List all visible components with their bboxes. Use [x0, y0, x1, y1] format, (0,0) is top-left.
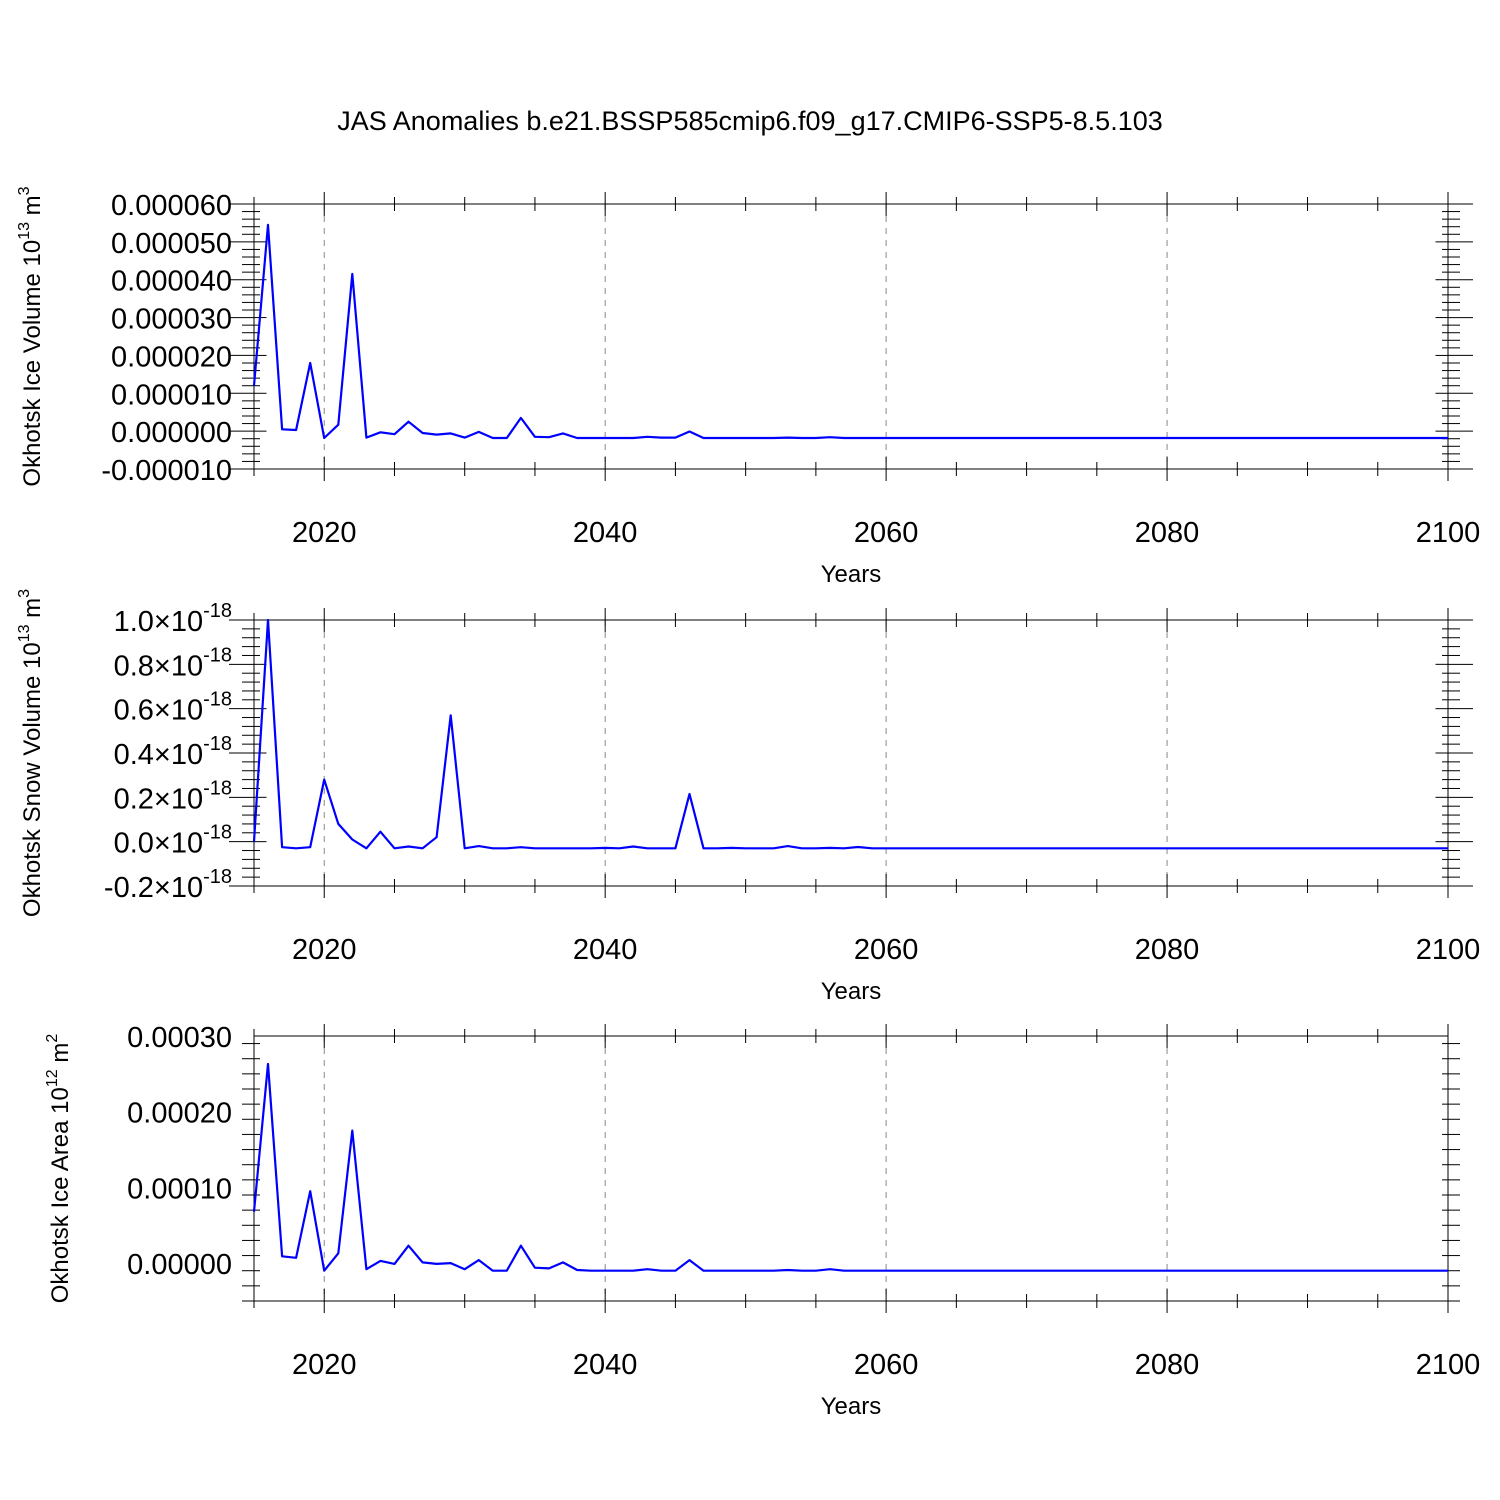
y-tick-label: 0.000020	[111, 341, 232, 373]
y-axis-title-unit: m	[19, 195, 46, 222]
y-tick-label: 0.8×10-18	[114, 644, 232, 682]
y-tick-value: 0.8	[114, 650, 154, 682]
y-axis-title-unit: m	[47, 1043, 74, 1070]
x-tick-label: 2060	[854, 517, 919, 549]
y-tick-label: 0.000060	[111, 190, 232, 222]
y-axis-title: Okhotsk Ice Volume 1013 m3	[16, 186, 46, 486]
y-tick-times: ×10	[154, 739, 203, 771]
x-tick-label: 2040	[573, 517, 638, 549]
x-axis-ticks	[253, 1024, 1449, 1313]
x-tick-label: 2060	[854, 1349, 919, 1381]
y-tick-label: 0.000040	[111, 266, 232, 298]
y-tick-label: 1.0×10-18	[114, 600, 232, 638]
y-tick-label: -0.2×10-18	[104, 866, 232, 904]
panel-2: 2020 2040 2060 2080 2100-0.2×10-180.0×10-180…	[16, 589, 1480, 1005]
y-axis-title: Okhotsk Ice Area 1012 m2	[44, 1034, 74, 1304]
y-tick-times: ×10	[154, 606, 203, 638]
y-tick-exponent: -18	[203, 866, 232, 888]
y-tick-value: 1.0	[114, 606, 154, 638]
y-tick-exponent: -18	[203, 822, 232, 844]
panel-3: 2020 2040 2060 2080 2100 0.00000 0.00010 0.0002…	[44, 1022, 1480, 1420]
y-tick-label: 0.00010	[127, 1173, 232, 1205]
series-line	[252, 618, 1448, 850]
x-axis-ticks	[253, 608, 1449, 898]
x-axis-title: Years	[821, 978, 882, 1005]
y-axis-title-unit-exponent: 3	[16, 186, 33, 195]
y-tick-label: 0.000050	[111, 228, 232, 260]
y-tick-label: 0.00000	[127, 1249, 232, 1281]
y-tick-label: 0.0×10-18	[114, 822, 232, 860]
y-tick-exponent: -18	[203, 600, 232, 622]
y-axis-title-unit: m	[19, 598, 46, 625]
y-tick-exponent: -18	[203, 644, 232, 666]
x-tick-label: 2100	[1416, 934, 1481, 966]
y-tick-exponent: -18	[203, 733, 232, 755]
panel-1: 2020 2040 2060 2080 2100 -0.000010 0.000000 0.0…	[16, 186, 1480, 588]
x-tick-label: 2040	[573, 1349, 638, 1381]
x-tick-label: 2080	[1135, 1349, 1200, 1381]
y-tick-label: 0.6×10-18	[114, 689, 232, 727]
plot-frame	[253, 1035, 1449, 1302]
y-axis-title-exponent: 12	[44, 1069, 61, 1087]
x-tick-label: 2060	[854, 934, 919, 966]
x-tick-label: 2040	[573, 934, 638, 966]
series-line	[252, 223, 1448, 440]
x-tick-label: 2080	[1135, 517, 1200, 549]
y-tick-label: 0.00030	[127, 1022, 232, 1054]
y-tick-exponent: -18	[203, 689, 232, 711]
y-axis-title-text: Okhotsk Ice Area 10	[47, 1087, 74, 1303]
y-tick-times: ×10	[154, 872, 203, 904]
x-tick-label: 2080	[1135, 934, 1200, 966]
x-axis-title: Years	[821, 561, 882, 588]
y-axis-ticks	[242, 1043, 1460, 1302]
y-axis-ticks	[229, 203, 1473, 470]
y-axis-title-unit-exponent: 3	[16, 589, 33, 598]
y-tick-value: 0.0	[114, 828, 154, 860]
y-tick-times: ×10	[154, 783, 203, 815]
y-tick-value: 0.6	[114, 695, 154, 727]
y-tick-times: ×10	[154, 695, 203, 727]
y-tick-label: -0.000010	[101, 455, 232, 487]
panels: 2020 2040 2060 2080 2100 -0.000010 0.000000 0.0…	[16, 186, 1480, 1420]
y-axis-ticks	[229, 619, 1473, 887]
y-axis-title-exponent: 13	[16, 624, 33, 642]
x-tick-label: 2020	[292, 934, 357, 966]
y-tick-times: ×10	[154, 828, 203, 860]
y-tick-label: 0.4×10-18	[114, 733, 232, 771]
x-tick-label: 2020	[292, 517, 357, 549]
y-tick-label: 0.000030	[111, 304, 232, 336]
y-tick-value: 0.4	[114, 739, 154, 771]
x-tick-label: 2100	[1416, 517, 1481, 549]
x-tick-label: 2020	[292, 1349, 357, 1381]
x-axis-ticks	[253, 192, 1449, 481]
y-tick-label: 0.000000	[111, 417, 232, 449]
series-line	[252, 1062, 1448, 1272]
y-axis-title-text: Okhotsk Ice Volume 10	[19, 240, 46, 487]
y-axis-title: Okhotsk Snow Volume 1013 m3	[16, 589, 46, 917]
y-tick-label: 0.2×10-18	[114, 777, 232, 815]
y-tick-times: ×10	[154, 650, 203, 682]
y-tick-value: -0.2	[104, 872, 154, 904]
y-axis-title-unit-exponent: 2	[44, 1034, 61, 1043]
y-tick-value: 0.2	[114, 783, 154, 815]
y-tick-exponent: -18	[203, 777, 232, 799]
plot-frame	[253, 619, 1449, 887]
plot-frame	[253, 203, 1449, 470]
chart-title: JAS Anomalies b.e21.BSSP585cmip6.f09_g17…	[337, 106, 1163, 136]
x-axis-title: Years	[821, 1393, 882, 1420]
x-tick-label: 2100	[1416, 1349, 1481, 1381]
y-axis-title-text: Okhotsk Snow Volume 10	[19, 642, 46, 917]
y-tick-label: 0.000010	[111, 379, 232, 411]
y-axis-title-exponent: 13	[16, 222, 33, 240]
y-tick-label: 0.00020	[127, 1098, 232, 1130]
